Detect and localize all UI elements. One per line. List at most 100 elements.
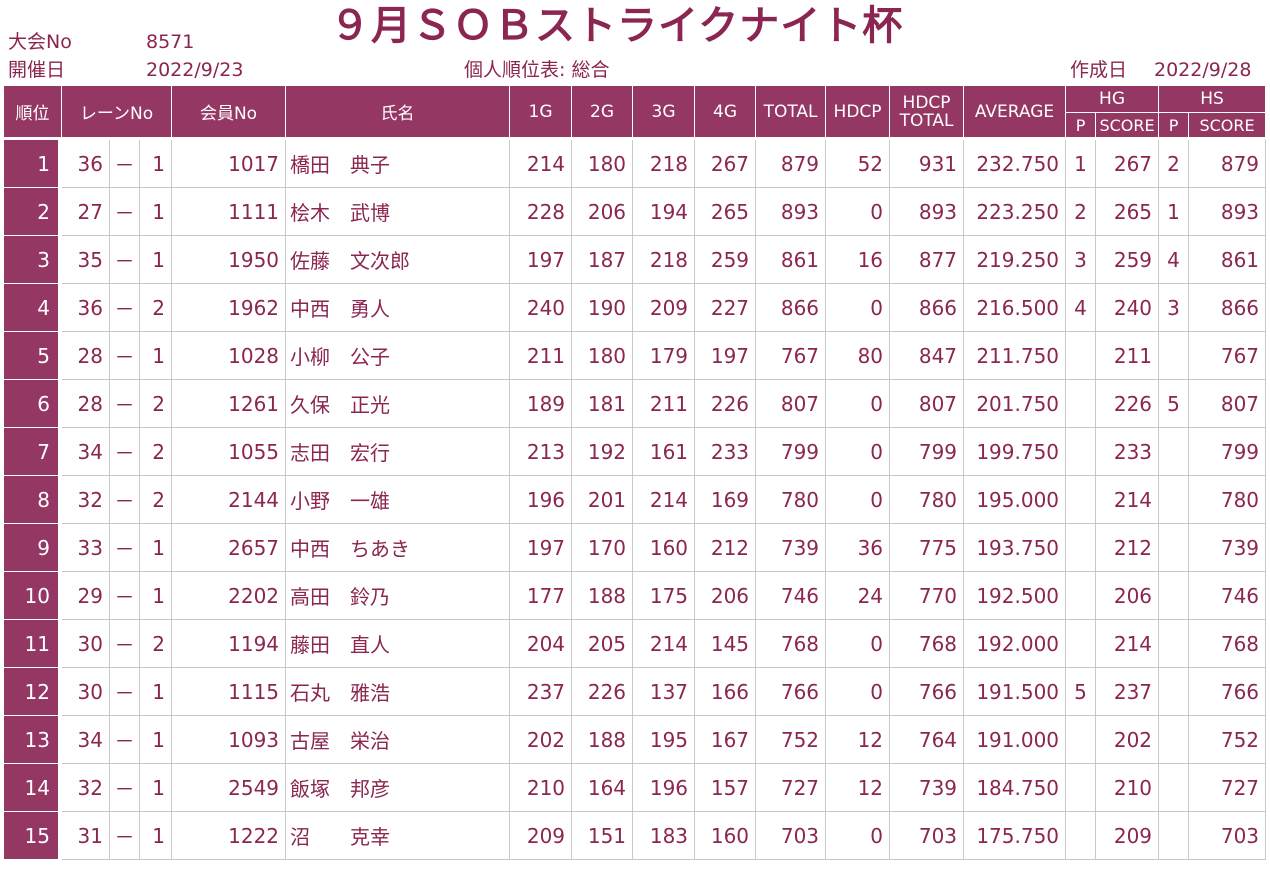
game4-cell: 169 [695, 476, 757, 524]
hdcp-total-cell: 877 [890, 236, 965, 284]
lane-cell: 33 [62, 524, 110, 572]
hg-score-cell: 210 [1096, 764, 1160, 812]
page-title: ９月ＳＯＢストライクナイト杯 [330, 3, 904, 49]
lane-separator: － [110, 332, 140, 380]
lane-position-cell: 1 [140, 764, 173, 812]
hs-score-cell: 752 [1189, 716, 1267, 764]
table-row: 10 29 － 1 2202 高田 鈴乃 177 188 175 206 746… [4, 572, 1267, 620]
event-date: 2022/9/23 [146, 59, 244, 81]
table-name: 個人順位表: 総合 [464, 59, 610, 81]
hg-score-cell: 212 [1096, 524, 1160, 572]
ranking-table: 順位 レーンNo 会員No 氏名 1G 2G 3G 4G TOTAL HDCP … [4, 86, 1267, 860]
lane-separator: － [110, 380, 140, 428]
lane-separator: － [110, 476, 140, 524]
game3-cell: 214 [633, 476, 696, 524]
hg-p-cell [1066, 428, 1097, 476]
average-cell: 191.000 [964, 716, 1067, 764]
game4-cell: 197 [695, 332, 757, 380]
hg-p-cell: 4 [1066, 284, 1097, 332]
game1-cell: 197 [510, 524, 573, 572]
lane-position-cell: 1 [140, 812, 173, 860]
game4-cell: 267 [695, 140, 757, 188]
game1-cell: 177 [510, 572, 573, 620]
game4-cell: 233 [695, 428, 757, 476]
hdcp-cell: 12 [826, 716, 891, 764]
hg-p-cell [1066, 524, 1097, 572]
hs-score-cell: 780 [1189, 476, 1267, 524]
lane-position-cell: 1 [140, 668, 173, 716]
hs-score-cell: 866 [1189, 284, 1267, 332]
hs-score-cell: 727 [1189, 764, 1267, 812]
lane-separator: － [110, 188, 140, 236]
hg-score-cell: 214 [1096, 620, 1160, 668]
lane-separator: － [110, 764, 140, 812]
name-cell: 藤田 直人 [286, 620, 511, 668]
lane-separator: － [110, 428, 140, 476]
col-hdcp: HDCP [826, 86, 891, 138]
hs-score-cell: 879 [1189, 140, 1267, 188]
hg-p-cell [1066, 812, 1097, 860]
table-row: 8 32 － 2 2144 小野 一雄 196 201 214 169 780 … [4, 476, 1267, 524]
member-no-cell: 1093 [172, 716, 287, 764]
total-cell: 866 [756, 284, 827, 332]
lane-separator: － [110, 236, 140, 284]
name-cell: 中西 ちあき [286, 524, 511, 572]
lane-separator: － [110, 668, 140, 716]
member-no-cell: 1115 [172, 668, 287, 716]
game1-cell: 228 [510, 188, 573, 236]
game3-cell: 137 [633, 668, 696, 716]
col-hg-p: P [1066, 113, 1097, 138]
total-cell: 766 [756, 668, 827, 716]
hg-p-cell: 3 [1066, 236, 1097, 284]
game2-cell: 206 [572, 188, 634, 236]
total-cell: 727 [756, 764, 827, 812]
hg-p-cell: 5 [1066, 668, 1097, 716]
total-cell: 746 [756, 572, 827, 620]
member-no-cell: 1111 [172, 188, 287, 236]
member-no-cell: 1950 [172, 236, 287, 284]
game2-cell: 188 [572, 716, 634, 764]
hs-p-cell [1159, 572, 1190, 620]
name-cell: 沼 克幸 [286, 812, 511, 860]
member-no-cell: 1261 [172, 380, 287, 428]
rank-cell: 1 [4, 140, 62, 188]
game1-cell: 237 [510, 668, 573, 716]
hdcp-cell: 0 [826, 284, 891, 332]
game3-cell: 218 [633, 236, 696, 284]
game2-cell: 180 [572, 332, 634, 380]
rank-cell: 8 [4, 476, 62, 524]
table-row: 2 27 － 1 1111 桧木 武博 228 206 194 265 893 … [4, 188, 1267, 236]
rank-cell: 5 [4, 332, 62, 380]
name-cell: 桧木 武博 [286, 188, 511, 236]
lane-separator: － [110, 716, 140, 764]
rank-cell: 3 [4, 236, 62, 284]
lane-separator: － [110, 524, 140, 572]
hs-score-cell: 807 [1189, 380, 1267, 428]
game4-cell: 226 [695, 380, 757, 428]
table-row: 12 30 － 1 1115 石丸 雅浩 237 226 137 166 766… [4, 668, 1267, 716]
average-cell: 175.750 [964, 812, 1067, 860]
lane-separator: － [110, 284, 140, 332]
total-cell: 807 [756, 380, 827, 428]
hg-score-cell: 265 [1096, 188, 1160, 236]
rank-cell: 2 [4, 188, 62, 236]
rank-cell: 10 [4, 572, 62, 620]
game3-cell: 179 [633, 332, 696, 380]
average-cell: 232.750 [964, 140, 1067, 188]
ranking-rows: 1 36 － 1 1017 橋田 典子 214 180 218 267 879 … [4, 140, 1267, 860]
col-hg: HG [1066, 86, 1160, 113]
game3-cell: 209 [633, 284, 696, 332]
tournament-no: 8571 [146, 31, 195, 53]
hs-p-cell [1159, 716, 1190, 764]
lane-cell: 30 [62, 620, 110, 668]
game4-cell: 160 [695, 812, 757, 860]
rank-cell: 4 [4, 284, 62, 332]
game2-cell: 187 [572, 236, 634, 284]
average-cell: 199.750 [964, 428, 1067, 476]
member-no-cell: 1222 [172, 812, 287, 860]
game1-cell: 214 [510, 140, 573, 188]
table-row: 3 35 － 1 1950 佐藤 文次郎 197 187 218 259 861… [4, 236, 1267, 284]
average-cell: 192.500 [964, 572, 1067, 620]
game4-cell: 227 [695, 284, 757, 332]
hdcp-cell: 0 [826, 620, 891, 668]
